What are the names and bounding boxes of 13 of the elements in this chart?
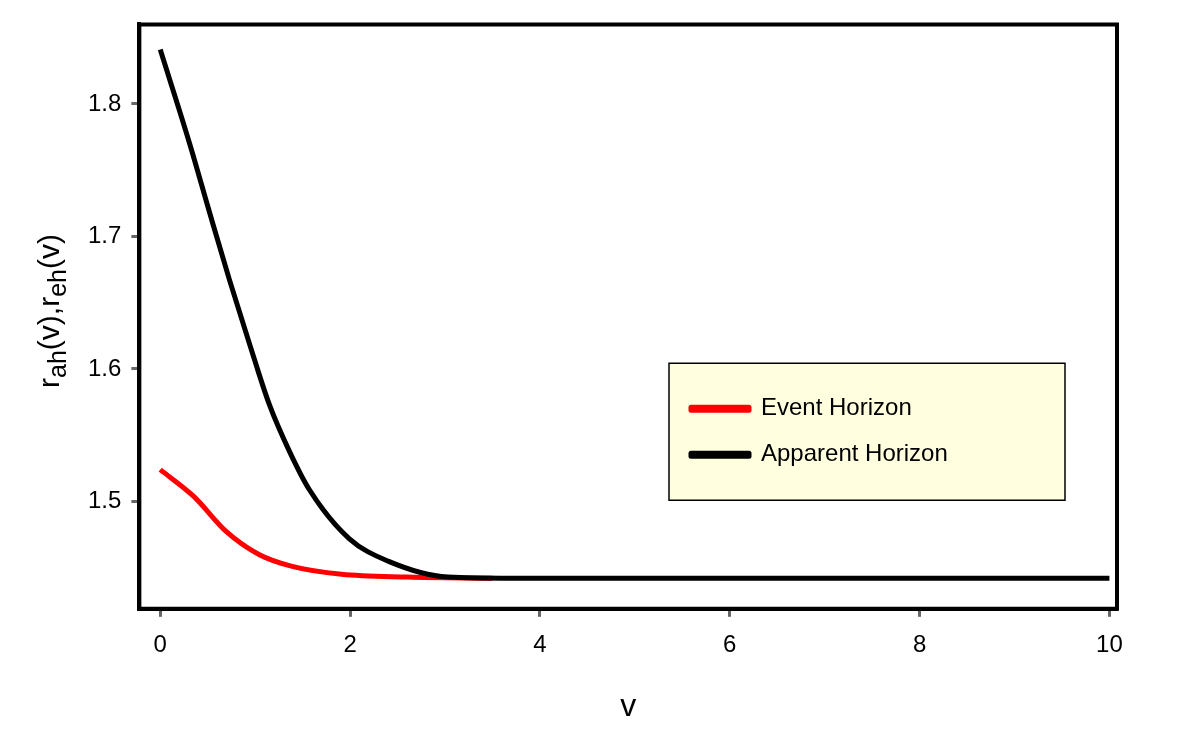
x-tick-label: 6 [723,629,737,657]
x-tick-label: 8 [912,629,927,657]
legend-label: Event Horizon [761,393,912,421]
x-tick-label: 4 [533,629,547,657]
y-tick-label: 1.6 [87,353,122,381]
x-tick-label: 10 [1096,629,1123,657]
x-tick-label: 0 [153,629,167,657]
y-tick-label: 1.5 [87,486,122,514]
y-tick-label: 1.7 [87,221,122,249]
x-axis-title: v [620,686,637,723]
y-tick-label: 1.8 [87,88,122,116]
legend-label: Apparent Horizon [761,439,948,467]
x-tick-label: 2 [343,629,357,657]
